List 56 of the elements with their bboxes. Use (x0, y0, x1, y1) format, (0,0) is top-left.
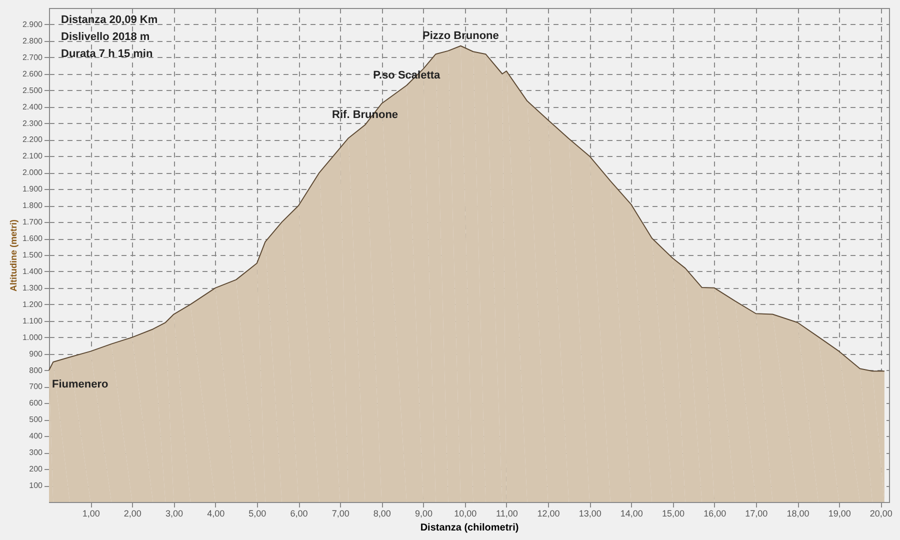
y-tick-label: 700 (29, 382, 44, 392)
y-tick-label: 1.900 (22, 184, 44, 194)
annotation: Fiumenero (52, 378, 109, 390)
x-tick-label: 5,00 (248, 508, 266, 518)
x-tick-label: 4,00 (207, 508, 225, 518)
x-tick-label: 20,00 (870, 508, 892, 518)
y-tick-label: 1.000 (22, 332, 44, 342)
annotation: Dislivello 2018 m (61, 31, 150, 43)
annotation: Durata 7 h 15 min (61, 48, 153, 60)
x-tick-label: 7,00 (332, 508, 350, 518)
y-tick-label: 1.500 (22, 250, 44, 260)
y-tick-label: 200 (29, 464, 44, 474)
x-tick-label: 3,00 (165, 508, 184, 518)
x-tick-label: 17,00 (745, 508, 768, 518)
y-tick-label: 1.400 (22, 266, 44, 276)
x-tick-label: 11,00 (496, 508, 518, 518)
x-tick-label: 13,00 (578, 508, 602, 518)
y-tick-label: 100 (29, 481, 44, 490)
x-tick-label: 12,00 (537, 508, 560, 518)
x-axis-title: Distanza (chilometri) (420, 522, 519, 534)
x-tick-label: 8,00 (373, 508, 391, 518)
x-tick-label: 14,00 (620, 508, 643, 518)
x-tick-label: 18,00 (786, 508, 810, 518)
y-tick-label: 2.800 (22, 36, 44, 46)
x-tick-label: 19,00 (828, 508, 851, 518)
y-tick-label: 300 (29, 448, 44, 458)
y-tick-label: 1.600 (22, 234, 44, 244)
x-tick-label: 2,00 (124, 508, 142, 518)
y-tick-label: 400 (29, 432, 44, 441)
annotation: Distanza 20,09 Km (61, 14, 158, 26)
y-tick-label: 2.600 (22, 69, 44, 78)
y-tick-label: 500 (29, 415, 44, 424)
x-tick-label: 6,00 (290, 508, 308, 518)
y-tick-label: 1.800 (22, 201, 44, 210)
y-tick-label: 1.700 (22, 218, 44, 227)
annotation: Pizzo Brunone (422, 30, 499, 42)
x-tick-label: 10,00 (454, 508, 477, 518)
y-tick-label: 800 (29, 366, 44, 375)
y-tick-label: 1.200 (22, 300, 44, 309)
x-tick-label: 1,00 (82, 508, 100, 518)
y-tick-label: 2.100 (22, 152, 44, 161)
x-tick-label: 15,00 (662, 508, 685, 518)
y-tick-label: 2.500 (22, 86, 44, 95)
y-tick-label: 2.000 (22, 168, 44, 178)
y-tick-label: 2.200 (22, 135, 44, 144)
y-axis-title: Altitudine (metri) (8, 220, 18, 292)
y-tick-label: 1.100 (22, 316, 44, 326)
y-tick-label: 2.900 (22, 20, 44, 29)
x-tick-label: 9,00 (414, 508, 433, 518)
y-tick-label: 2.400 (22, 102, 44, 112)
y-tick-label: 1.300 (22, 283, 44, 292)
y-tick-label: 600 (29, 398, 44, 408)
y-tick-label: 2.700 (22, 52, 44, 62)
x-tick-label: 16,00 (704, 508, 726, 518)
y-tick-label: 2.300 (22, 118, 44, 128)
y-tick-label: 900 (29, 349, 44, 358)
